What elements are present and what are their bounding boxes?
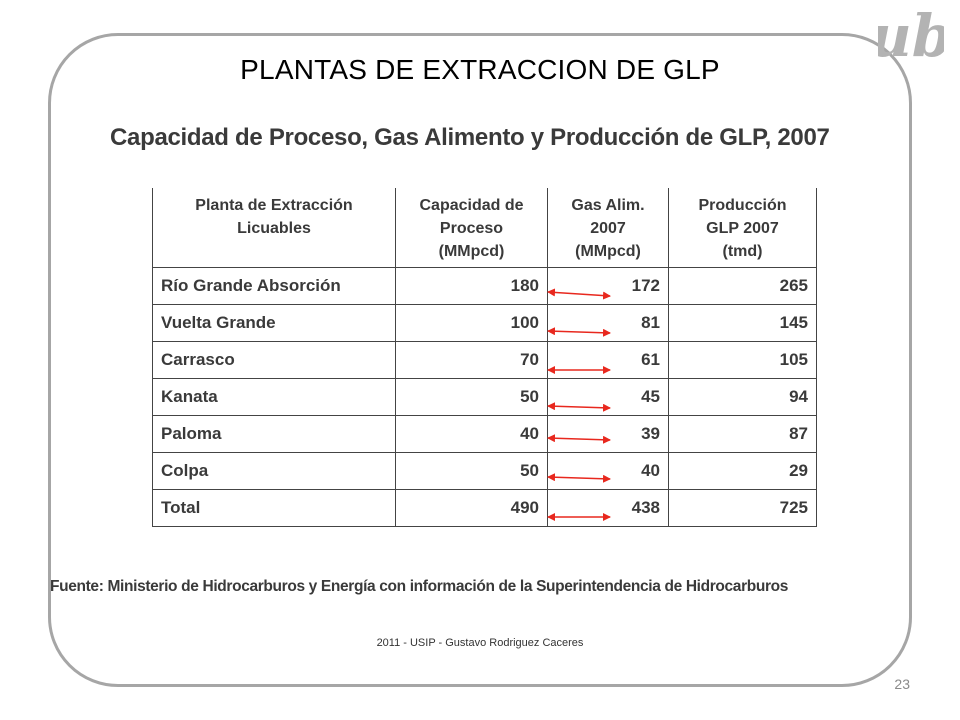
header-planta: Planta de Extracción Licuables bbox=[152, 188, 396, 268]
cell-planta: Kanata bbox=[152, 378, 396, 416]
cell-produccion: 87 bbox=[668, 415, 817, 453]
cell-planta: Total bbox=[152, 489, 396, 527]
table-subtitle: Capacidad de Proceso, Gas Alimento y Pro… bbox=[110, 124, 830, 151]
cell-capacidad: 180 bbox=[395, 267, 548, 305]
cell-produccion: 265 bbox=[668, 267, 817, 305]
cell-gas: 172 bbox=[547, 267, 669, 305]
header-produccion: Producción GLP 2007 (tmd) bbox=[668, 188, 817, 268]
cell-produccion: 725 bbox=[668, 489, 817, 527]
table-row-total: Total 490 438 725 bbox=[152, 489, 817, 527]
cell-capacidad: 70 bbox=[395, 341, 548, 379]
cell-planta: Colpa bbox=[152, 452, 396, 490]
cell-produccion: 94 bbox=[668, 378, 817, 416]
svg-text:ub: ub bbox=[878, 2, 944, 66]
glp-plants-table: Planta de Extracción Licuables Capacidad… bbox=[152, 188, 817, 527]
cell-capacidad: 40 bbox=[395, 415, 548, 453]
header-gas-alim: Gas Alim. 2007 (MMpcd) bbox=[547, 188, 669, 268]
cell-capacidad: 100 bbox=[395, 304, 548, 342]
cell-planta: Paloma bbox=[152, 415, 396, 453]
cell-planta: Carrasco bbox=[152, 341, 396, 379]
cell-gas: 39 bbox=[547, 415, 669, 453]
cell-capacidad: 490 bbox=[395, 489, 548, 527]
cell-gas: 81 bbox=[547, 304, 669, 342]
page-number: 23 bbox=[894, 676, 910, 692]
table-row: Colpa 50 40 29 bbox=[152, 452, 817, 490]
table-row: Río Grande Absorción 180 172 265 bbox=[152, 267, 817, 305]
cell-gas: 40 bbox=[547, 452, 669, 490]
cell-planta: Vuelta Grande bbox=[152, 304, 396, 342]
cell-gas: 61 bbox=[547, 341, 669, 379]
table-row: Kanata 50 45 94 bbox=[152, 378, 817, 416]
slide-footer: 2011 - USIP - Gustavo Rodriguez Caceres bbox=[376, 637, 584, 649]
table-row: Carrasco 70 61 105 bbox=[152, 341, 817, 379]
cell-produccion: 145 bbox=[668, 304, 817, 342]
cell-capacidad: 50 bbox=[395, 378, 548, 416]
cell-gas: 438 bbox=[547, 489, 669, 527]
cell-gas: 45 bbox=[547, 378, 669, 416]
cell-planta: Río Grande Absorción bbox=[152, 267, 396, 305]
cell-produccion: 29 bbox=[668, 452, 817, 490]
table-row: Vuelta Grande 100 81 145 bbox=[152, 304, 817, 342]
cell-capacidad: 50 bbox=[395, 452, 548, 490]
gothic-ub-monogram-icon: ub bbox=[878, 2, 944, 66]
table-header-row: Planta de Extracción Licuables Capacidad… bbox=[152, 188, 817, 268]
header-capacidad: Capacidad de Proceso (MMpcd) bbox=[395, 188, 548, 268]
slide-title: PLANTAS DE EXTRACCION DE GLP bbox=[240, 54, 720, 85]
source-note: Fuente: Ministerio de Hidrocarburos y En… bbox=[50, 578, 789, 595]
cell-produccion: 105 bbox=[668, 341, 817, 379]
table-row: Paloma 40 39 87 bbox=[152, 415, 817, 453]
